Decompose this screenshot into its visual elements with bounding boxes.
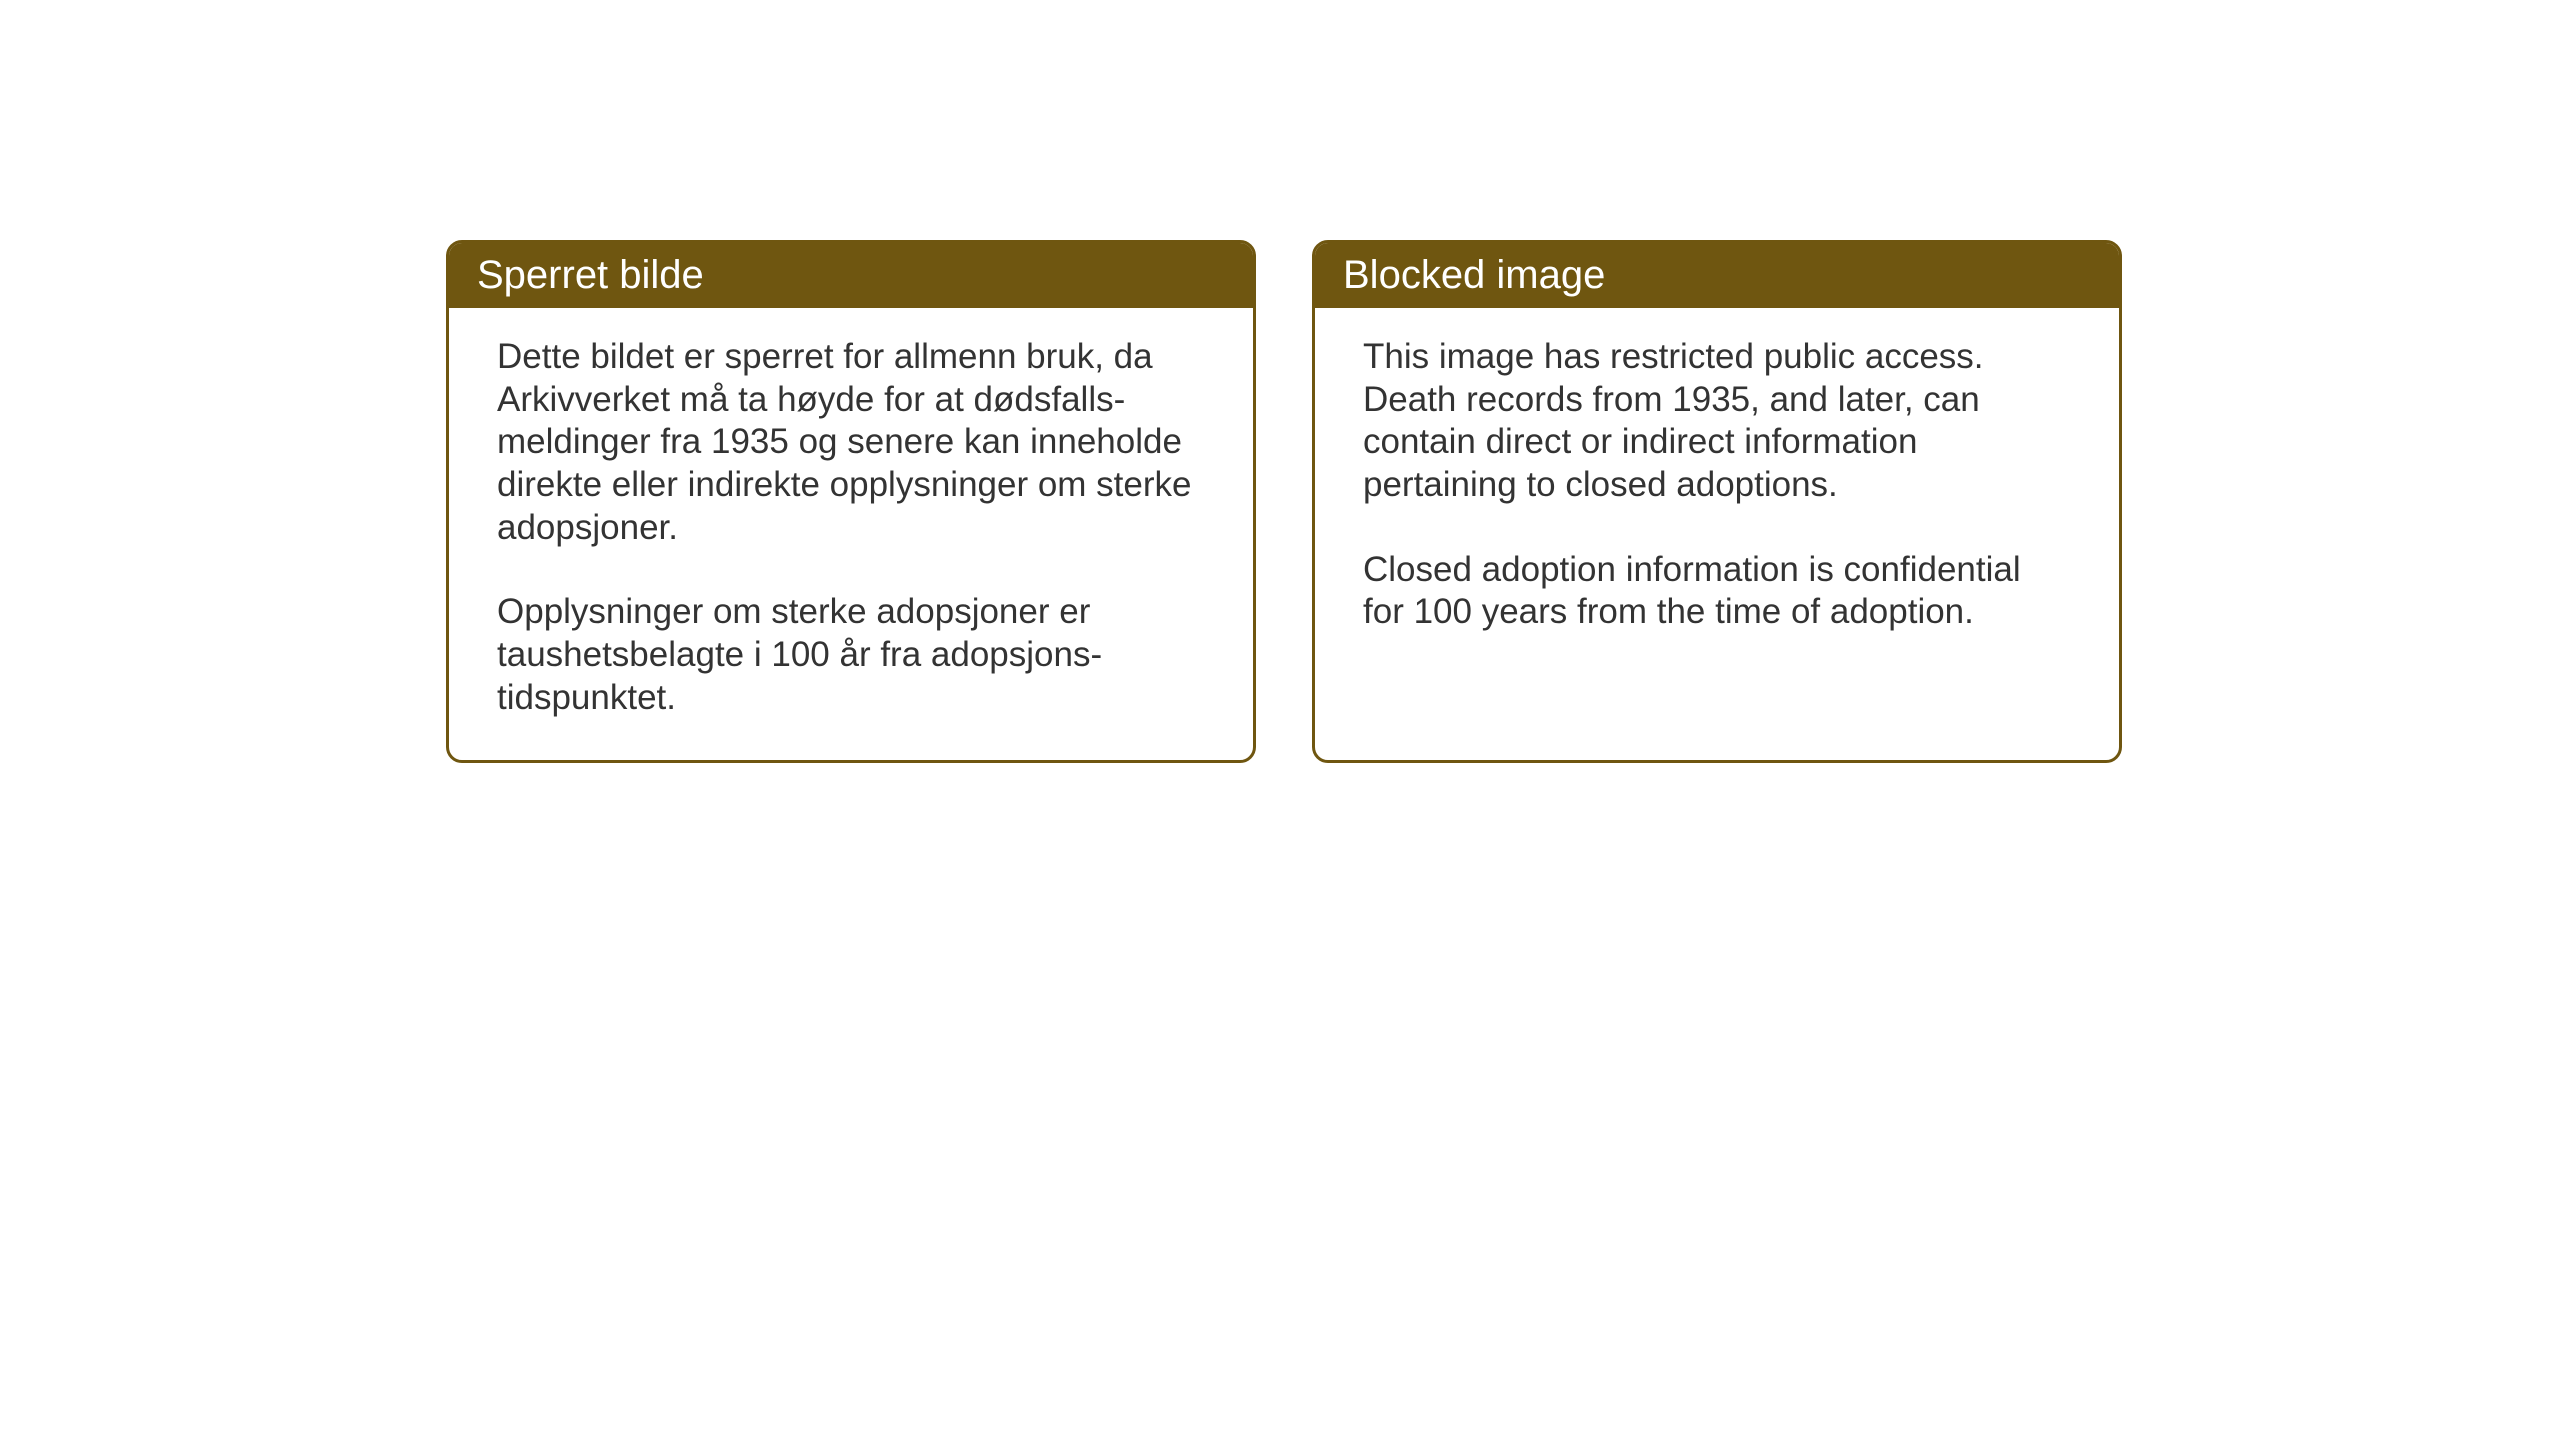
notice-container: Sperret bilde Dette bildet er sperret fo…	[446, 240, 2122, 763]
notice-header-english: Blocked image	[1315, 243, 2119, 308]
notice-body-norwegian: Dette bildet er sperret for allmenn bruk…	[449, 308, 1253, 760]
notice-paragraph-1-norwegian: Dette bildet er sperret for allmenn bruk…	[497, 336, 1205, 549]
notice-body-english: This image has restricted public access.…	[1315, 308, 2119, 708]
notice-paragraph-1-english: This image has restricted public access.…	[1363, 336, 2071, 507]
notice-paragraph-2-norwegian: Opplysninger om sterke adopsjoner er tau…	[497, 591, 1205, 719]
notice-header-norwegian: Sperret bilde	[449, 243, 1253, 308]
notice-box-english: Blocked image This image has restricted …	[1312, 240, 2122, 763]
notice-title-english: Blocked image	[1343, 253, 1605, 297]
notice-box-norwegian: Sperret bilde Dette bildet er sperret fo…	[446, 240, 1256, 763]
notice-paragraph-2-english: Closed adoption information is confident…	[1363, 549, 2071, 634]
notice-title-norwegian: Sperret bilde	[477, 253, 704, 297]
